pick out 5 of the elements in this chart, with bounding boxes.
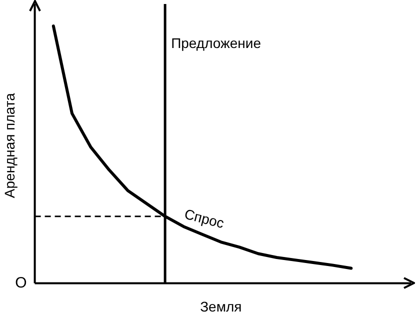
y-axis-title: Арендная плата <box>1 92 18 198</box>
text: Спрос <box>182 206 226 232</box>
x-axis-title: Земля <box>200 298 242 314</box>
text: O <box>15 274 27 292</box>
annotation: Предложение <box>171 34 262 51</box>
